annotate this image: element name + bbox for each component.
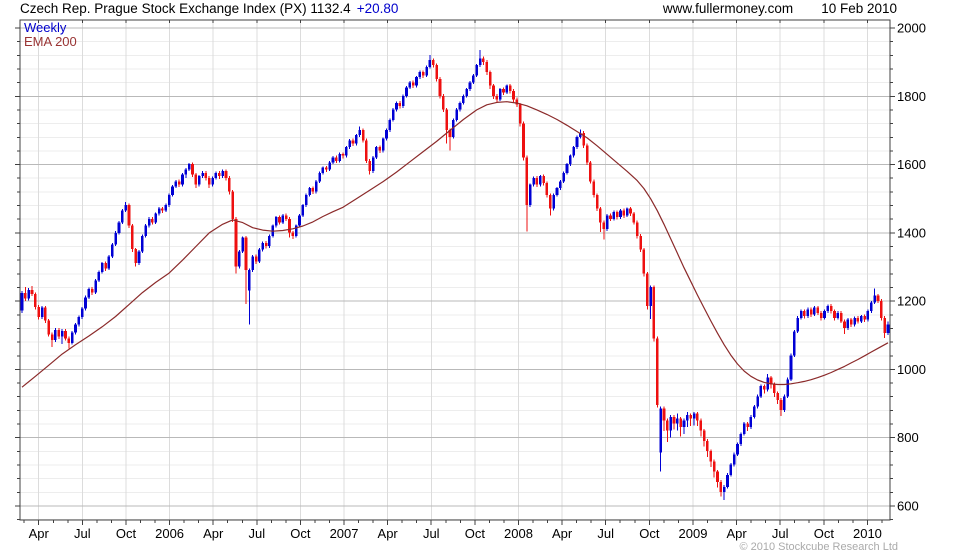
chart-header: Czech Rep. Prague Stock Exchange Index (… xyxy=(20,1,897,16)
svg-text:Oct: Oct xyxy=(814,526,835,541)
svg-text:Oct: Oct xyxy=(290,526,311,541)
svg-text:Apr: Apr xyxy=(203,526,224,541)
svg-text:1400: 1400 xyxy=(897,225,926,240)
chart-date: 10 Feb 2010 xyxy=(821,1,897,16)
svg-text:Jul: Jul xyxy=(772,526,789,541)
svg-text:2008: 2008 xyxy=(504,526,533,541)
svg-text:2006: 2006 xyxy=(155,526,184,541)
svg-text:Apr: Apr xyxy=(29,526,50,541)
copyright-notice: © 2010 Stockcube Research Ltd xyxy=(739,541,898,553)
svg-text:Jul: Jul xyxy=(597,526,614,541)
website-text: www.fullermoney.com xyxy=(662,1,794,16)
svg-text:Oct: Oct xyxy=(116,526,137,541)
page-title: Czech Rep. Prague Stock Exchange Index (… xyxy=(20,1,351,16)
price-change: +20.80 xyxy=(356,1,399,16)
svg-text:2000: 2000 xyxy=(897,21,926,36)
svg-text:1800: 1800 xyxy=(897,89,926,104)
svg-text:2007: 2007 xyxy=(330,526,359,541)
header-right: www.fullermoney.com 10 Feb 2010 xyxy=(663,1,897,16)
svg-text:Jul: Jul xyxy=(423,526,440,541)
legend-weekly-label: Weekly xyxy=(24,20,67,35)
legend-ema-label: EMA 200 xyxy=(24,34,77,49)
svg-text:Apr: Apr xyxy=(378,526,399,541)
chart-legend: Weekly EMA 200 xyxy=(24,21,77,49)
svg-text:Oct: Oct xyxy=(465,526,486,541)
svg-text:Apr: Apr xyxy=(552,526,573,541)
svg-text:600: 600 xyxy=(897,499,919,514)
svg-text:Jul: Jul xyxy=(248,526,265,541)
svg-text:800: 800 xyxy=(897,430,919,445)
svg-text:Oct: Oct xyxy=(639,526,660,541)
chart-title-group: Czech Rep. Prague Stock Exchange Index (… xyxy=(20,1,398,16)
svg-text:2010: 2010 xyxy=(853,526,882,541)
svg-text:1000: 1000 xyxy=(897,362,926,377)
svg-text:Apr: Apr xyxy=(726,526,747,541)
svg-text:Jul: Jul xyxy=(74,526,91,541)
svg-text:1200: 1200 xyxy=(897,294,926,309)
svg-text:2009: 2009 xyxy=(679,526,708,541)
svg-text:1600: 1600 xyxy=(897,157,926,172)
